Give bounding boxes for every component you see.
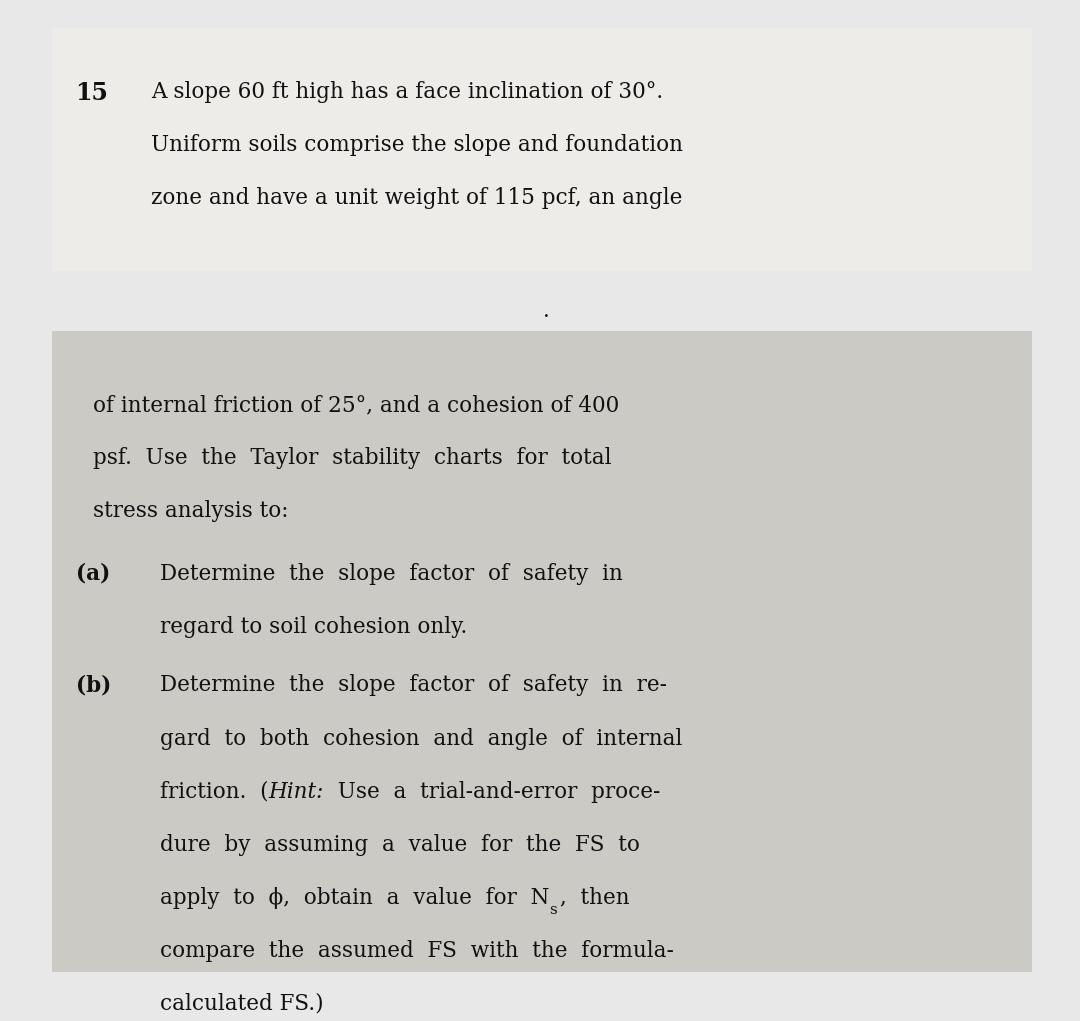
- Text: psf.  Use  the  Taylor  stability  charts  for  total: psf. Use the Taylor stability charts for…: [93, 447, 611, 470]
- Text: regard to soil cohesion only.: regard to soil cohesion only.: [160, 616, 467, 638]
- Text: 15: 15: [76, 81, 108, 105]
- Text: Hint:: Hint:: [268, 781, 324, 803]
- FancyBboxPatch shape: [52, 28, 1032, 271]
- Text: Use  a  trial-and-error  proce-: Use a trial-and-error proce-: [324, 781, 660, 803]
- Text: dure  by  assuming  a  value  for  the  FS  to: dure by assuming a value for the FS to: [160, 834, 639, 856]
- Text: .: .: [543, 300, 550, 323]
- Text: compare  the  assumed  FS  with  the  formula-: compare the assumed FS with the formula-: [160, 940, 674, 962]
- Text: of internal friction of 25°, and a cohesion of 400: of internal friction of 25°, and a cohes…: [93, 394, 619, 417]
- Text: Uniform soils comprise the slope and foundation: Uniform soils comprise the slope and fou…: [151, 134, 684, 156]
- Text: (b): (b): [76, 675, 111, 696]
- Text: calculated FS.): calculated FS.): [160, 993, 324, 1015]
- Text: (a): (a): [76, 563, 110, 585]
- Text: ,  then: , then: [561, 887, 630, 909]
- FancyBboxPatch shape: [52, 331, 1032, 972]
- Text: stress analysis to:: stress analysis to:: [93, 500, 288, 523]
- Text: Determine  the  slope  factor  of  safety  in  re-: Determine the slope factor of safety in …: [160, 675, 666, 696]
- Text: gard  to  both  cohesion  and  angle  of  internal: gard to both cohesion and angle of inter…: [160, 728, 683, 749]
- Text: friction.  (: friction. (: [160, 781, 268, 803]
- Text: s: s: [550, 904, 557, 917]
- Text: apply  to  ϕ,  obtain  a  value  for  N: apply to ϕ, obtain a value for N: [160, 887, 550, 909]
- Text: A slope 60 ft high has a face inclination of 30°.: A slope 60 ft high has a face inclinatio…: [151, 81, 663, 103]
- Text: Determine  the  slope  factor  of  safety  in: Determine the slope factor of safety in: [160, 563, 623, 585]
- Text: zone and have a unit weight of 115 pcf, an angle: zone and have a unit weight of 115 pcf, …: [151, 187, 683, 209]
